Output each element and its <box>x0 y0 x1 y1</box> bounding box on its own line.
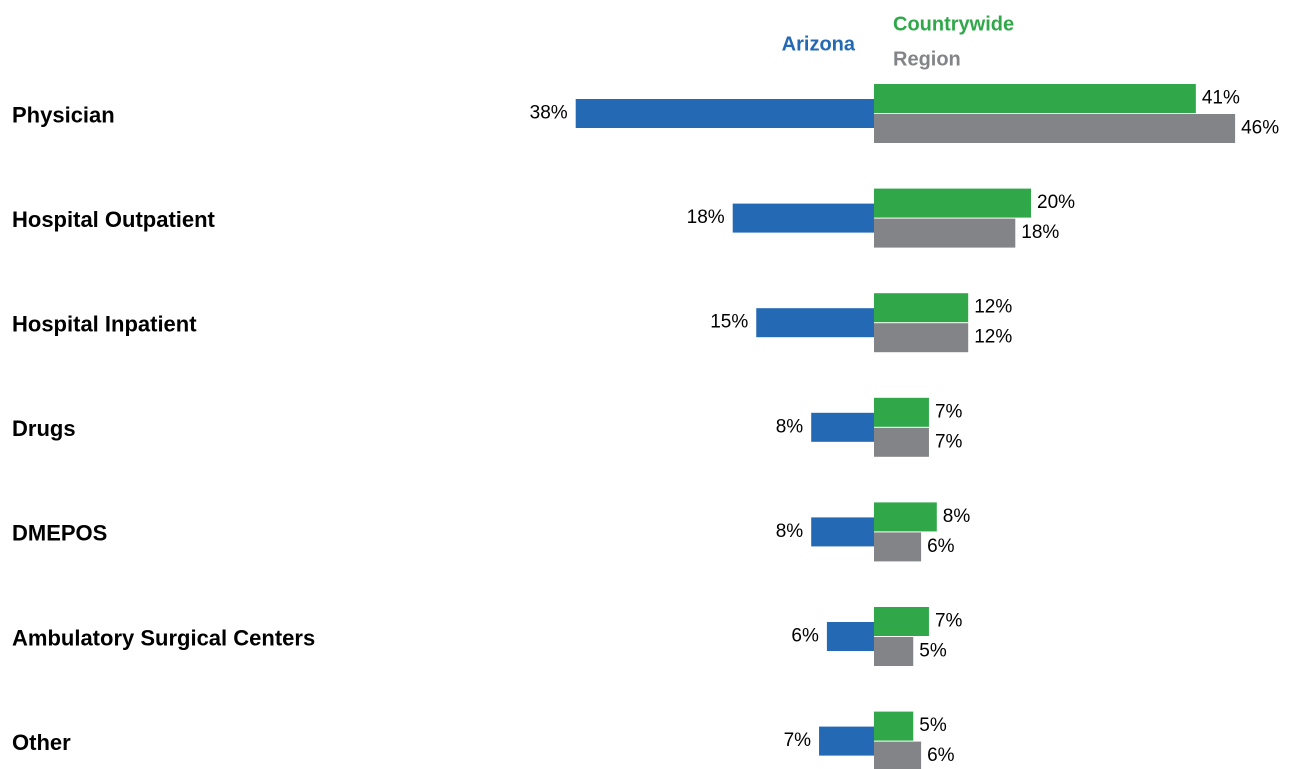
bar <box>874 741 922 769</box>
bar <box>874 84 1196 113</box>
bar <box>874 711 914 741</box>
bar <box>874 114 1236 143</box>
value-label: 20% <box>1037 192 1075 213</box>
value-label: 6% <box>927 536 955 557</box>
bar <box>874 188 1031 218</box>
bar <box>874 532 922 562</box>
category-label: Drugs <box>12 416 76 441</box>
value-label: 7% <box>935 401 963 422</box>
category-label: Hospital Outpatient <box>12 207 216 232</box>
category-label: Hospital Inpatient <box>12 312 197 337</box>
bar <box>732 203 874 233</box>
value-label: 18% <box>687 207 725 228</box>
bar <box>874 218 1016 248</box>
value-label: 6% <box>927 745 955 766</box>
bar <box>826 622 874 651</box>
bar <box>575 99 874 128</box>
value-label: 12% <box>974 297 1012 318</box>
bar <box>811 517 874 547</box>
legend-entry: Arizona <box>782 33 856 55</box>
value-label: 8% <box>776 521 804 542</box>
bar <box>874 323 969 353</box>
value-label: 18% <box>1021 222 1059 243</box>
legend-entry: Countrywide <box>893 13 1014 35</box>
value-label: 8% <box>943 506 971 527</box>
bar <box>874 637 914 666</box>
category-label: Other <box>12 730 71 755</box>
bar <box>874 293 969 323</box>
value-label: 38% <box>530 103 568 124</box>
bar <box>874 502 937 532</box>
bar <box>756 308 874 338</box>
value-label: 41% <box>1202 88 1240 109</box>
bar <box>874 397 929 427</box>
category-label: Ambulatory Surgical Centers <box>12 625 315 650</box>
value-label: 12% <box>974 327 1012 348</box>
value-label: 5% <box>919 641 947 662</box>
bar <box>874 427 929 457</box>
value-label: 46% <box>1241 118 1279 139</box>
value-label: 15% <box>710 312 748 333</box>
bar <box>819 726 874 756</box>
value-label: 7% <box>784 730 812 751</box>
value-label: 7% <box>935 611 963 632</box>
value-label: 5% <box>919 715 947 736</box>
value-label: 6% <box>791 626 819 647</box>
category-label: Physician <box>12 102 115 127</box>
bar <box>811 412 874 442</box>
value-label: 7% <box>935 431 963 452</box>
legend-entry: Region <box>893 48 961 70</box>
value-label: 8% <box>776 416 804 437</box>
bar <box>874 607 929 636</box>
category-label: DMEPOS <box>12 521 107 546</box>
